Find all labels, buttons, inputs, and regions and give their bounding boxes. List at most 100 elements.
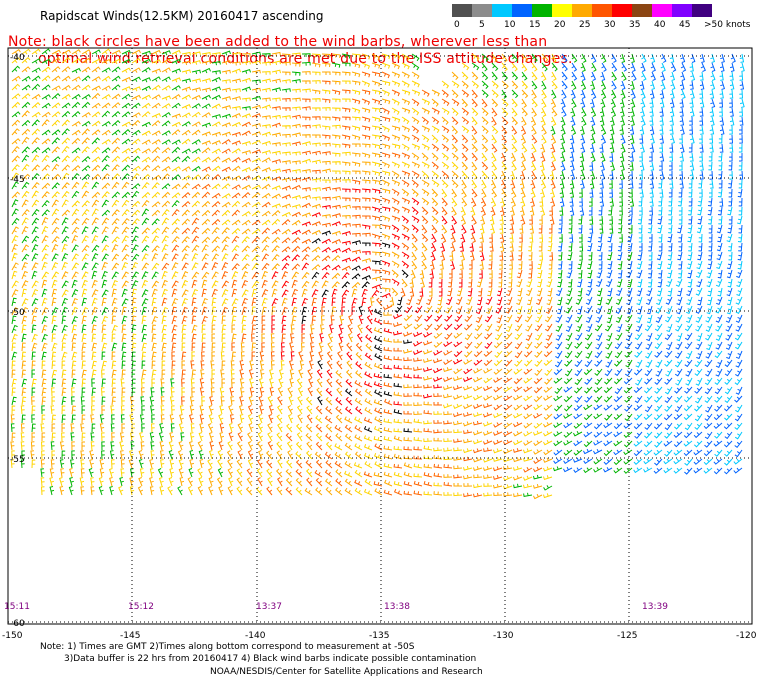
wind-barb <box>301 194 311 200</box>
wind-barb <box>620 134 626 144</box>
wind-barb <box>311 196 321 201</box>
wind-barb <box>341 107 351 113</box>
wind-barb <box>513 404 523 411</box>
wind-barb <box>603 395 613 403</box>
wind-barb <box>361 116 371 123</box>
wind-barb <box>600 134 607 144</box>
wind-barb <box>291 88 301 93</box>
wind-barb <box>541 134 547 144</box>
wind-barb <box>723 440 733 448</box>
wind-barb <box>493 457 503 462</box>
wind-barb <box>481 80 489 89</box>
wind-barb <box>734 422 743 430</box>
wind-barb <box>411 224 419 233</box>
wind-barb <box>705 332 713 341</box>
wind-barb <box>101 226 109 235</box>
wind-barb <box>705 314 713 323</box>
wind-barb <box>141 85 151 92</box>
wind-barb <box>291 151 301 156</box>
wind-barb <box>431 233 437 243</box>
wind-barb <box>199 459 205 469</box>
wind-barb <box>597 233 603 243</box>
wind-barb <box>59 459 65 469</box>
wind-barb <box>291 204 301 209</box>
wind-barb <box>141 271 149 280</box>
wind-barb <box>295 477 303 487</box>
wind-barb <box>41 102 51 109</box>
wind-barb <box>593 404 603 411</box>
wind-barb <box>511 71 519 81</box>
wind-barb <box>231 279 238 289</box>
wind-barb <box>614 350 623 359</box>
wind-barb <box>639 161 645 171</box>
wind-barb <box>231 315 237 325</box>
wind-barb <box>463 456 473 462</box>
wind-barb <box>719 116 725 126</box>
wind-barb <box>351 89 361 96</box>
wind-barb <box>503 457 513 463</box>
wind-barb <box>560 170 565 180</box>
wind-barb <box>523 422 533 429</box>
wind-barb <box>573 386 583 394</box>
wind-barb <box>659 116 664 126</box>
wind-barb <box>346 360 353 370</box>
wind-barb <box>381 107 390 115</box>
wind-barb <box>471 179 478 189</box>
wind-barb <box>31 182 40 190</box>
wind-barb <box>121 86 131 92</box>
wind-barb <box>141 351 147 361</box>
wind-barb <box>705 323 713 332</box>
wind-barb <box>71 333 78 343</box>
wind-barb <box>311 271 320 280</box>
wind-barb <box>659 107 664 117</box>
wind-barb <box>109 486 114 496</box>
wind-barb <box>443 350 453 356</box>
wind-barb <box>351 62 361 69</box>
wind-barb <box>611 62 618 72</box>
wind-barb <box>381 125 390 133</box>
wind-barb <box>707 260 713 270</box>
wind-barb <box>211 183 221 190</box>
wind-barb <box>161 253 169 262</box>
wind-barb <box>514 323 523 332</box>
wind-barb <box>177 486 183 496</box>
wind-barb <box>11 315 17 325</box>
wind-barb <box>281 315 287 325</box>
wind-barb <box>189 396 195 406</box>
wind-barb <box>593 467 603 473</box>
wind-barb <box>463 394 473 400</box>
wind-barb <box>610 161 616 171</box>
wind-barb <box>275 468 283 478</box>
wind-barb <box>411 251 417 261</box>
wind-barb <box>489 215 495 225</box>
wind-barb <box>689 152 694 162</box>
wind-barb <box>281 262 290 271</box>
wind-barb <box>734 395 743 403</box>
wind-barb <box>655 305 663 314</box>
wind-barb <box>580 80 587 90</box>
wind-barb <box>141 405 145 415</box>
wind-barb <box>579 152 585 162</box>
wind-barb <box>121 102 131 109</box>
wind-barb <box>583 404 593 411</box>
wind-barb <box>729 170 733 180</box>
wind-barb <box>664 431 673 439</box>
wind-barb <box>161 369 166 379</box>
wind-barb <box>483 377 493 384</box>
wind-barb <box>493 359 503 367</box>
wind-barb <box>577 287 583 297</box>
wind-barb <box>684 386 693 394</box>
wind-barb <box>736 269 743 279</box>
wind-barb <box>191 60 201 65</box>
wind-barb <box>191 156 201 163</box>
wind-barb <box>218 441 224 451</box>
wind-barb <box>301 141 311 146</box>
wind-barb <box>673 467 683 474</box>
wind-barb <box>609 170 614 180</box>
wind-barb <box>41 297 48 307</box>
wind-barb <box>331 288 338 298</box>
wind-barb <box>383 374 393 379</box>
wind-barb <box>645 296 653 306</box>
wind-barb <box>648 242 653 252</box>
wind-barb <box>169 396 175 406</box>
